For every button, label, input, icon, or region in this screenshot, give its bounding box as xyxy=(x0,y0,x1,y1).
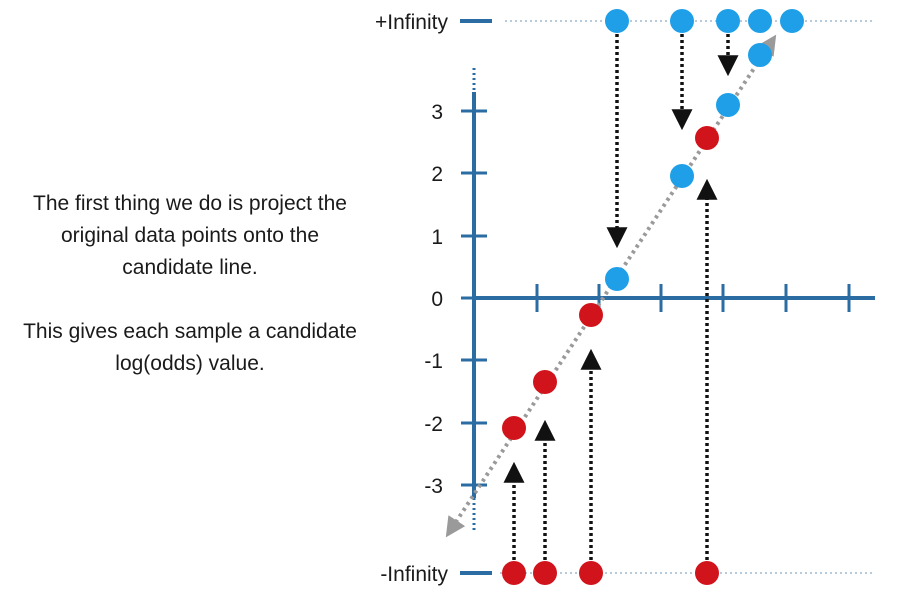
blue-point-infinity xyxy=(605,9,629,33)
y-tick-label-neg3: -3 xyxy=(424,475,443,498)
y-tick-label-2: 2 xyxy=(431,163,443,186)
red-projected-point xyxy=(695,126,719,150)
y-tick-label-3: 3 xyxy=(431,101,443,124)
blue-point-infinity xyxy=(670,9,694,33)
pos-infinity-label: +Infinity xyxy=(375,11,448,34)
explanation-paragraph-1: The first thing we do is project the ori… xyxy=(33,192,347,279)
red-point-infinity xyxy=(579,561,603,585)
explanation-paragraph-2: This gives each sample a candidate log(o… xyxy=(23,320,357,375)
neg-infinity-label: -Infinity xyxy=(380,563,448,586)
y-tick-label-neg2: -2 xyxy=(424,413,443,436)
y-tick-label-1: 1 xyxy=(431,226,443,249)
blue-projected-point xyxy=(716,93,740,117)
y-tick-label-neg1: -1 xyxy=(424,350,443,373)
y-tick-label-0: 0 xyxy=(431,288,443,311)
red-point-infinity xyxy=(533,561,557,585)
explanation-text: The first thing we do is project the ori… xyxy=(20,188,360,412)
blue-point-infinity xyxy=(780,9,804,33)
red-projected-point xyxy=(502,416,526,440)
red-point-infinity xyxy=(502,561,526,585)
blue-projected-point xyxy=(748,43,772,67)
blue-projected-point xyxy=(605,267,629,291)
red-point-infinity xyxy=(695,561,719,585)
blue-point-infinity xyxy=(716,9,740,33)
red-projected-point xyxy=(533,370,557,394)
red-projected-point xyxy=(579,303,603,327)
blue-point-infinity xyxy=(748,9,772,33)
blue-projected-point xyxy=(670,164,694,188)
